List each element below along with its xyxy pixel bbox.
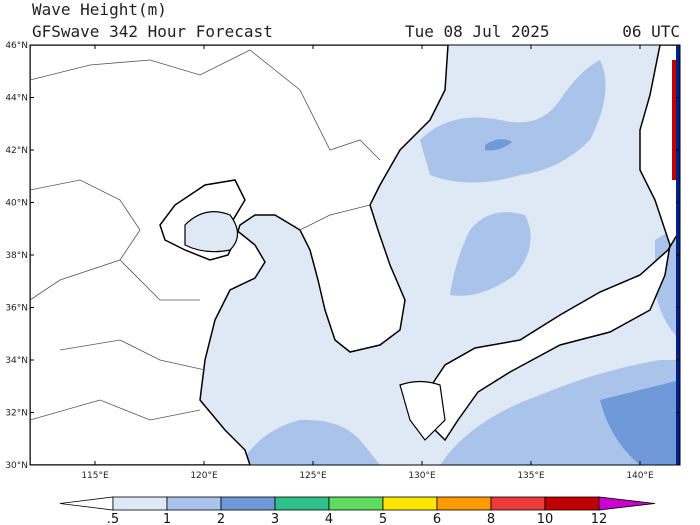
lat-label: 42°N [5,146,28,156]
map [30,45,680,465]
title: Wave Height(m) [32,0,167,19]
colorbar-label: 1 [163,512,171,525]
japan [424,45,680,442]
shading-dark [485,139,512,151]
lon-label: 120°E [190,471,218,481]
colorbar-label: 2 [217,512,225,525]
bohai-sea [184,211,239,253]
time: 06 UTC [622,22,680,41]
lat-label: 34°N [5,356,28,366]
ticks: 46°N 44°N 42°N 40°N 38°N 36°N 34°N 32°N 30°N 115°… [5,41,680,481]
lat-label: 30°N [5,461,28,471]
lat-label: 44°N [5,94,28,104]
colorbar-label: 10 [537,512,554,525]
lat-label: 32°N [5,409,28,419]
colorbar-label: .5 [107,512,119,525]
colorbar-bin [166,496,222,511]
colorbar-label: 5 [379,512,387,525]
lon-label: 125°E [299,471,327,481]
colorbar-bin [220,496,276,511]
edge [672,60,676,180]
colorbar-bin [382,496,438,511]
colorbar-label: 8 [487,512,495,525]
colorbar-label: 12 [591,512,608,525]
lon-label: 140°E [626,471,654,481]
colorbar-label: 6 [433,512,441,525]
lat-label: 40°N [5,199,28,209]
date: Tue 08 Jul 2025 [405,22,550,41]
colorbar-arrow [59,496,114,511]
lon-label: 115°E [81,471,109,481]
subtitle: GFSwave 342 Hour Forecast [32,22,273,41]
colorbar-bin [328,496,384,511]
colorbar-arrow [598,496,656,511]
colorbar-bin [436,496,492,511]
lat-label: 38°N [5,251,28,261]
shading-dark [600,380,680,465]
lon-label: 135°E [517,471,545,481]
colorbar-bin [490,496,546,511]
colorbar: .5 1 2 3 4 5 6 8 10 12 [59,496,656,525]
colorbar-bin [544,496,600,511]
colorbar-label: 4 [325,512,333,525]
lon-label: 130°E [408,471,436,481]
colorbar-label: 3 [271,512,279,525]
borders [30,49,381,421]
kyushu [399,380,446,441]
colorbar-bin [112,496,168,511]
lat-label: 46°N [5,41,28,51]
colorbar-bin [274,496,330,511]
lat-label: 36°N [5,304,28,314]
